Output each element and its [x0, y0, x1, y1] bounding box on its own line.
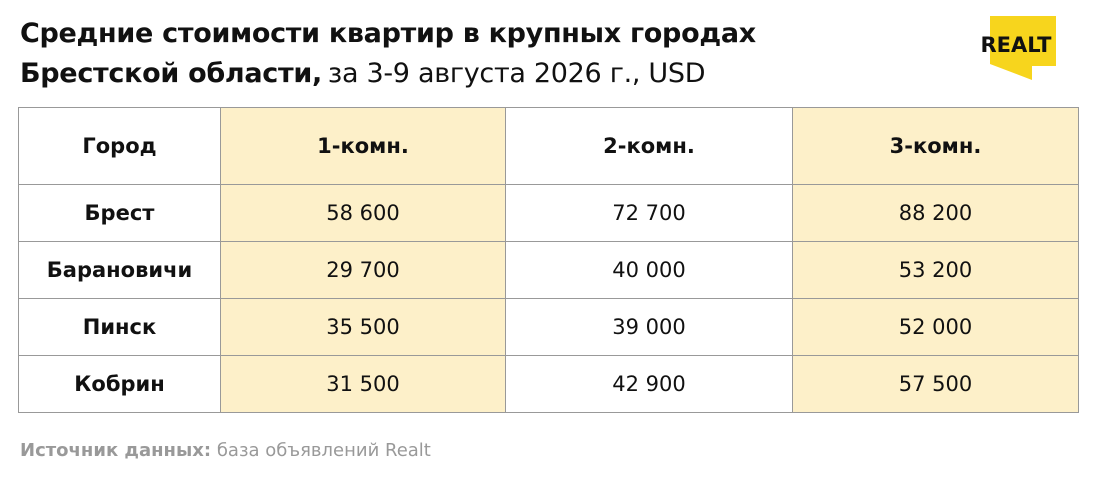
- column-header: Город: [18, 107, 221, 185]
- logo: REALT: [981, 16, 1056, 80]
- title: Средние стоимости квартир в крупных горо…: [20, 14, 756, 94]
- price-cell: 58 600: [220, 184, 506, 242]
- column-header: 3-комн.: [792, 107, 1079, 185]
- footer: Источник данных: база объявлений Realt: [20, 440, 431, 461]
- logo-shape: [990, 16, 1056, 80]
- column-header: 1-комн.: [220, 107, 506, 185]
- title-line-2-bold: Брестской области,: [20, 58, 322, 89]
- city-cell: Барановичи: [18, 241, 221, 299]
- price-cell: 40 000: [505, 241, 793, 299]
- city-cell: Кобрин: [18, 355, 221, 413]
- price-cell: 35 500: [220, 298, 506, 356]
- price-table: Город 1-комн. 2-комн. 3-комн. Брест 58 600 72…: [18, 107, 1079, 413]
- table-row: Кобрин 31 500 42 900 57 500: [18, 355, 1079, 413]
- price-cell: 42 900: [505, 355, 793, 413]
- city-cell: Пинск: [18, 298, 221, 356]
- price-cell: 57 500: [792, 355, 1079, 413]
- price-cell: 53 200: [792, 241, 1079, 299]
- header-row: Город 1-комн. 2-комн. 3-комн.: [18, 107, 1079, 185]
- column-header: 2-комн.: [505, 107, 793, 185]
- title-line-2: за 3-9 августа 2026 г., USD: [327, 58, 706, 89]
- price-cell: 72 700: [505, 184, 793, 242]
- source-label: Источник данных:: [20, 440, 212, 461]
- price-cell: 31 500: [220, 355, 506, 413]
- table-body: Брест 58 600 72 700 88 200 Барановичи 29 700 4…: [18, 184, 1079, 413]
- price-cell: 39 000: [505, 298, 793, 356]
- logo-text: REALT: [981, 33, 1053, 57]
- source-text: база объявлений Realt: [216, 440, 431, 461]
- price-cell: 29 700: [220, 241, 506, 299]
- table-row: Барановичи 29 700 40 000 53 200: [18, 241, 1079, 299]
- table-row: Пинск 35 500 39 000 52 000: [18, 298, 1079, 356]
- title-line-1: Средние стоимости квартир в крупных горо…: [20, 18, 756, 49]
- city-cell: Брест: [18, 184, 221, 242]
- table-row: Брест 58 600 72 700 88 200: [18, 184, 1079, 242]
- price-cell: 88 200: [792, 184, 1079, 242]
- price-cell: 52 000: [792, 298, 1079, 356]
